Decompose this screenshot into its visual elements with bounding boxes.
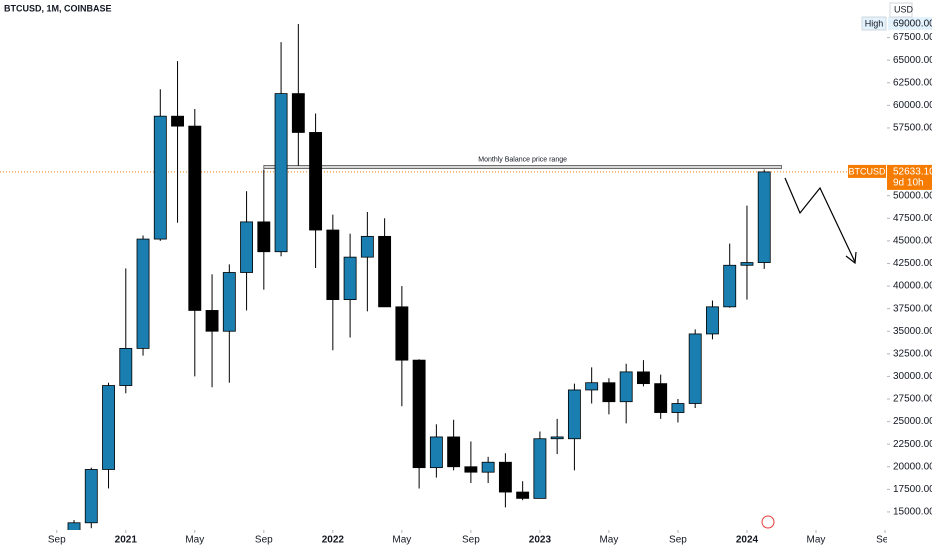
y-tick-label: 60000.00 [893, 100, 932, 111]
countdown-label: 9d 10h [893, 178, 924, 189]
candle-body [602, 382, 616, 403]
y-tick-label: 25000.00 [893, 416, 932, 427]
y-tick-label: 37500.00 [893, 303, 932, 314]
y-tick-label: 62500.00 [893, 77, 932, 88]
candle-body [498, 461, 512, 493]
x-axis: Sep 2021 May Sep 2022 May Sep 2023 May Sep 2024 May… [48, 530, 894, 546]
high-tag-label: High [865, 18, 884, 28]
y-tick-label: 30000.00 [893, 371, 932, 382]
x-tick-label: Sep [48, 535, 66, 546]
candle-body [136, 238, 150, 349]
candle-body [343, 256, 357, 301]
y-axis: 15000.00 17500.00 20000.00 22500.00 25000.00… [861, 16, 932, 518]
y-tick-label: 42500.00 [893, 258, 932, 269]
alert-icon[interactable] [761, 515, 775, 529]
candle-body [188, 125, 202, 311]
currency-box [889, 2, 913, 18]
candle-body [395, 306, 409, 361]
y-tick-label: 45000.00 [893, 236, 932, 247]
candle-body [412, 359, 426, 469]
candle-body [723, 264, 737, 308]
range-box [263, 165, 782, 169]
projection-arrow [784, 177, 856, 263]
x-tick-label: May [599, 535, 618, 546]
x-tick-label: 2024 [736, 535, 759, 546]
candle-body [636, 371, 650, 385]
candle-body [533, 438, 547, 499]
candle-body [257, 221, 271, 253]
candle-body [240, 221, 254, 273]
range-box-label: Monthly Balance price range [478, 156, 567, 163]
candle-body [429, 436, 443, 469]
y-tick-label: 65000.00 [893, 55, 932, 66]
x-tick-label: Sep [255, 535, 273, 546]
candle-body [464, 466, 478, 473]
y-tick-label: 50000.00 [893, 190, 932, 201]
y-tick-label: 40000.00 [893, 281, 932, 292]
high-value-box [888, 17, 932, 31]
candle-body [205, 310, 219, 332]
candle-body [326, 229, 340, 301]
candle-body [671, 403, 685, 413]
candle-body [309, 132, 323, 231]
symbol-tag-label: BTCUSD [848, 166, 886, 176]
x-tick-label: Sep [876, 535, 894, 546]
chart-title: BTCUSD, 1M, COINBASE [4, 3, 112, 13]
candle-body [481, 461, 495, 473]
candle-body [67, 522, 81, 530]
candle-body [706, 306, 719, 335]
candle-body [585, 382, 599, 391]
candle-body [274, 93, 288, 253]
x-tick-label: 2021 [115, 535, 138, 546]
last-price-label: 52633.10 [893, 167, 932, 178]
candle-body [171, 115, 184, 127]
x-tick-label: May [392, 535, 411, 546]
y-tick-label: 22500.00 [893, 439, 932, 450]
x-tick-label: May [807, 535, 826, 546]
candle-body [291, 93, 305, 133]
candle-body [567, 389, 581, 440]
candle-body [740, 262, 754, 266]
candle-body [447, 436, 461, 468]
candle-body [102, 385, 115, 470]
plot-area: Monthly Balance price range [0, 24, 887, 530]
candle-body [119, 347, 133, 386]
arrow-head [845, 251, 857, 265]
candle-body [654, 383, 668, 413]
y-tick-label: 20000.00 [893, 461, 932, 472]
x-tick-label: Sep [669, 535, 687, 546]
candle-body [360, 235, 374, 258]
high-tag [861, 16, 887, 31]
candle-body [516, 491, 530, 499]
candle-body [378, 235, 392, 308]
x-tick-label: 2023 [529, 535, 552, 546]
candle-body [84, 469, 98, 524]
candle-body [757, 171, 771, 263]
y-tick-label: 27500.00 [893, 394, 932, 405]
candle-body [619, 371, 633, 403]
y-tick-label: 67500.00 [893, 32, 932, 43]
candle-body [222, 272, 236, 332]
symbol-tag [848, 164, 886, 178]
currency-label: USD [894, 4, 914, 14]
y-tick-label: 32500.00 [893, 348, 932, 359]
x-tick-label: May [185, 535, 204, 546]
x-tick-label: 2022 [322, 535, 345, 546]
candle-body [550, 436, 564, 440]
y-tick-label: 15000.00 [893, 507, 932, 518]
y-tick-label: 57500.00 [893, 123, 932, 134]
y-tick-label: 35000.00 [893, 326, 932, 337]
last-price-box [887, 164, 932, 190]
high-value-label: 69000.00 [893, 19, 932, 30]
candle-body [688, 333, 702, 404]
x-tick-label: Sep [462, 535, 480, 546]
candle-body [153, 115, 167, 240]
y-tick-label: 17500.00 [893, 484, 932, 495]
y-tick-label: 47500.00 [893, 213, 932, 224]
